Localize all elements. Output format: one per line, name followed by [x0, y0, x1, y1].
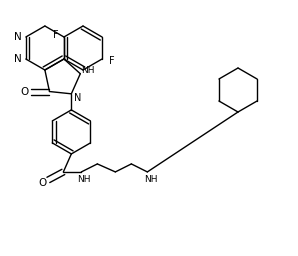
Text: O: O — [20, 87, 29, 97]
Text: F: F — [53, 30, 59, 40]
Text: N: N — [14, 54, 22, 64]
Text: F: F — [109, 56, 115, 66]
Text: NH: NH — [77, 175, 91, 184]
Text: N: N — [14, 32, 22, 42]
Text: NH: NH — [145, 175, 158, 184]
Text: NH: NH — [82, 66, 95, 75]
Text: O: O — [38, 178, 46, 188]
Text: N: N — [74, 93, 81, 103]
